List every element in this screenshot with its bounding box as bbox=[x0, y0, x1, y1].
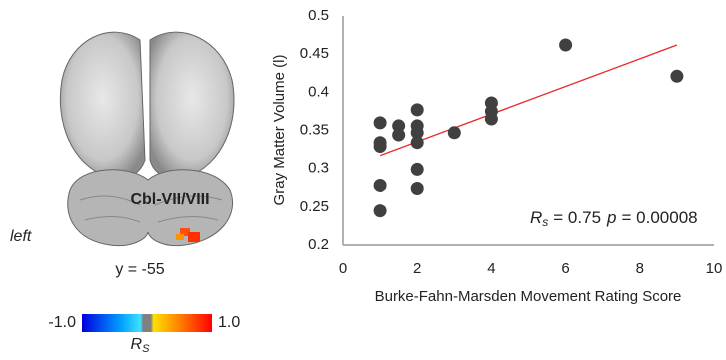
data-point bbox=[670, 70, 683, 83]
data-point bbox=[411, 103, 424, 116]
colorbar-symbol: RS bbox=[131, 336, 151, 355]
data-point bbox=[411, 163, 424, 176]
y-tick-label: 0.25 bbox=[300, 198, 329, 215]
y-tick-label: 0.45 bbox=[300, 45, 329, 62]
x-tick-label: 10 bbox=[706, 260, 723, 277]
figure: Cbl-VII/VIII left y = -55 -1.0 1.0 RS 0.… bbox=[0, 0, 726, 355]
y-tick-label: 0.4 bbox=[308, 83, 329, 100]
data-point bbox=[374, 204, 387, 217]
brain-image bbox=[60, 32, 234, 245]
colorbar-min: -1.0 bbox=[48, 314, 76, 331]
y-tick-label: 0.3 bbox=[308, 160, 329, 177]
slice-label: y = -55 bbox=[115, 261, 164, 278]
data-point bbox=[485, 113, 498, 126]
x-tick-label: 0 bbox=[339, 260, 347, 277]
x-axis-title: Burke-Fahn-Marsden Movement Rating Score bbox=[375, 288, 682, 305]
data-point bbox=[392, 129, 405, 142]
data-point bbox=[411, 136, 424, 149]
colorbar-max: 1.0 bbox=[218, 314, 240, 331]
annotation: Rs = 0.75 p = 0.00008 bbox=[530, 208, 698, 229]
y-tick-label: 0.5 bbox=[308, 7, 329, 24]
p-text: = 0.00008 bbox=[622, 208, 698, 227]
r-symbol: R bbox=[530, 208, 542, 227]
data-point bbox=[374, 116, 387, 129]
data-point bbox=[559, 39, 572, 52]
region-label: Cbl-VII/VIII bbox=[130, 191, 209, 208]
side-label: left bbox=[10, 228, 32, 245]
symbol: R bbox=[131, 336, 143, 353]
colorbar bbox=[82, 314, 212, 332]
r-sub: s bbox=[542, 215, 548, 229]
data-point bbox=[374, 140, 387, 153]
y-tick-label: 0.35 bbox=[300, 121, 329, 138]
data-point bbox=[411, 182, 424, 195]
data-point bbox=[374, 179, 387, 192]
y-axis-title: Gray Matter Volume (l) bbox=[271, 55, 288, 206]
x-tick-label: 8 bbox=[636, 260, 644, 277]
x-tick-label: 6 bbox=[561, 260, 569, 277]
data-point bbox=[448, 126, 461, 139]
fit-line bbox=[380, 45, 677, 156]
y-tick-label: 0.2 bbox=[308, 236, 329, 253]
p-symbol: p bbox=[606, 208, 616, 227]
x-tick-label: 4 bbox=[487, 260, 495, 277]
x-tick-label: 2 bbox=[413, 260, 421, 277]
scatter-plot: 0.2 0.25 0.3 0.35 0.4 0.45 0.5 0 2 4 6 8 10 bbox=[300, 7, 723, 277]
r-text: = 0.75 bbox=[553, 208, 601, 227]
symbol-sub: S bbox=[142, 343, 150, 355]
